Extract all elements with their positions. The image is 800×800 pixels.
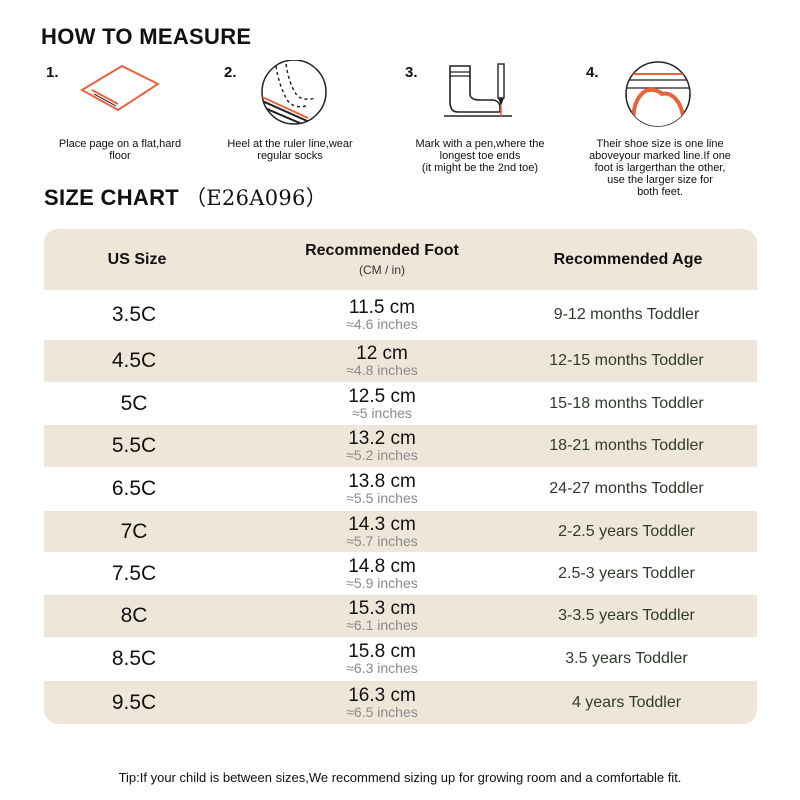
table-row: 9.5C 16.3 cm ≈6.5 inches 4 years Toddler	[44, 681, 757, 724]
foot-length-cell: 12.5 cm ≈5 inches	[274, 382, 490, 425]
foot-length-cm: 13.8 cm	[348, 471, 416, 492]
table-row: 7.5C 14.8 cm ≈5.9 inches 2.5-3 years Toddle…	[44, 552, 757, 595]
table-row: 6.5C 13.8 cm ≈5.5 inches 24-27 months Toddl…	[44, 467, 757, 511]
step-caption: Heel at the ruler line,wear regular sock…	[227, 138, 353, 162]
foot-length-cm: 15.8 cm	[348, 641, 416, 662]
foot-length-cell: 13.2 cm ≈5.2 inches	[274, 425, 490, 467]
foot-length-inches: ≈4.8 inches	[346, 362, 418, 378]
step-number: 4.	[586, 64, 599, 81]
size-cell: 7.5C	[111, 561, 157, 585]
size-cell: 6.5C	[111, 477, 157, 500]
foot-length-inches: ≈5.5 inches	[346, 490, 418, 506]
foot-length-inches: ≈6.5 inches	[346, 703, 418, 720]
step-number: 1.	[46, 64, 59, 81]
size-cell: 7C	[120, 519, 148, 543]
step-caption: Place page on a flat,hard floor	[58, 138, 182, 162]
foot-length-cell: 15.3 cm ≈6.1 inches	[274, 595, 490, 637]
foot-length-inches: ≈5.9 inches	[346, 574, 418, 591]
table-row: 3.5C 11.5 cm ≈4.6 inches 9-12 months Toddle…	[44, 290, 757, 340]
foot-length-inches: ≈4.6 inches	[346, 316, 418, 332]
table-row: 7C 14.3 cm ≈5.7 inches 2-2.5 years Toddler	[44, 511, 757, 552]
sizing-tip: Tip:If your child is between sizes,We re…	[118, 770, 682, 785]
age-cell: 15-18 months Toddler	[549, 394, 704, 412]
size-chart-title: SIZE CHART （E26A096）	[44, 185, 327, 210]
size-cell: 5C	[120, 391, 148, 415]
size-cell: 4.5C	[111, 349, 157, 372]
step-number: 2.	[224, 64, 237, 81]
sock-and-pen-icon	[444, 63, 512, 117]
step-caption: Their shoe size is one line aboveyour ma…	[589, 138, 731, 198]
age-cell: 9-12 months Toddler	[553, 306, 700, 323]
size-cell: 8.5C	[111, 647, 157, 670]
age-cell: 4 years Toddler	[571, 693, 682, 711]
toe-line-icon	[625, 61, 691, 127]
table-row: 8.5C 15.8 cm ≈6.3 inches 3.5 years Toddler	[44, 637, 757, 681]
foot-length-cm: 12 cm	[356, 343, 408, 364]
table-row: 8C 15.3 cm ≈6.1 inches 3-3.5 years Toddler	[44, 595, 757, 637]
header-us-size: US Size	[107, 250, 167, 268]
table-row: 5.5C 13.2 cm ≈5.2 inches 18-21 months Toddl…	[44, 425, 757, 467]
size-chart-table: US Size Recommended Foot (CM / in) Recom…	[44, 229, 757, 724]
foot-length-cell: 11.5 cm ≈4.6 inches	[274, 290, 490, 340]
header-recommended-age: Recommended Age	[553, 250, 703, 268]
foot-length-cell: 14.3 cm ≈5.7 inches	[274, 511, 490, 552]
age-cell: 3.5 years Toddler	[565, 650, 688, 667]
table-row: 5C 12.5 cm ≈5 inches 15-18 months Toddler	[44, 382, 757, 425]
size-cell: 3.5C	[111, 303, 157, 326]
foot-length-inches: ≈6.3 inches	[346, 660, 418, 676]
foot-length-cell: 12 cm ≈4.8 inches	[274, 340, 490, 382]
foot-length-cm: 12.5 cm	[348, 385, 416, 407]
age-cell: 18-21 months Toddler	[549, 437, 704, 454]
size-cell: 5.5C	[111, 434, 157, 457]
step-caption: Mark with a pen,where the longest toe en…	[415, 138, 545, 174]
paper-sheet-icon	[80, 64, 161, 112]
foot-length-cell: 14.8 cm ≈5.9 inches	[274, 552, 490, 595]
foot-length-cm: 15.3 cm	[348, 598, 416, 619]
age-cell: 12-15 months Toddler	[549, 352, 704, 369]
size-cell: 9.5C	[111, 690, 157, 714]
age-cell: 2-2.5 years Toddler	[558, 522, 695, 540]
foot-length-inches: ≈6.1 inches	[346, 617, 418, 633]
age-cell: 3-3.5 years Toddler	[558, 607, 695, 624]
how-to-measure-title: HOW TO MEASURE	[41, 24, 252, 49]
step-number: 3.	[405, 64, 418, 81]
product-code: （E26A096）	[185, 186, 327, 210]
heel-on-ruler-icon	[261, 60, 327, 125]
foot-length-cell: 16.3 cm ≈6.5 inches	[274, 681, 490, 724]
header-unit-note: (CM / in)	[359, 263, 405, 277]
foot-length-cm: 13.2 cm	[348, 428, 416, 449]
foot-length-inches: ≈5 inches	[352, 404, 412, 421]
table-row: 4.5C 12 cm ≈4.8 inches 12-15 months Toddler	[44, 340, 757, 382]
age-cell: 24-27 months Toddler	[549, 480, 704, 497]
table-header: US Size Recommended Foot (CM / in) Recom…	[44, 229, 757, 290]
foot-length-inches: ≈5.2 inches	[346, 447, 418, 463]
foot-length-cell: 13.8 cm ≈5.5 inches	[274, 467, 490, 511]
foot-length-inches: ≈5.7 inches	[346, 532, 418, 549]
foot-length-cm: 16.3 cm	[348, 684, 416, 706]
size-cell: 8C	[120, 604, 148, 627]
foot-length-cm: 11.5 cm	[348, 297, 416, 318]
header-recommended-foot: Recommended Foot (CM / in)	[305, 242, 459, 277]
age-cell: 2.5-3 years Toddler	[558, 564, 695, 582]
foot-length-cm: 14.8 cm	[348, 555, 416, 577]
foot-length-cm: 14.3 cm	[348, 513, 416, 535]
foot-length-cell: 15.8 cm ≈6.3 inches	[274, 637, 490, 681]
